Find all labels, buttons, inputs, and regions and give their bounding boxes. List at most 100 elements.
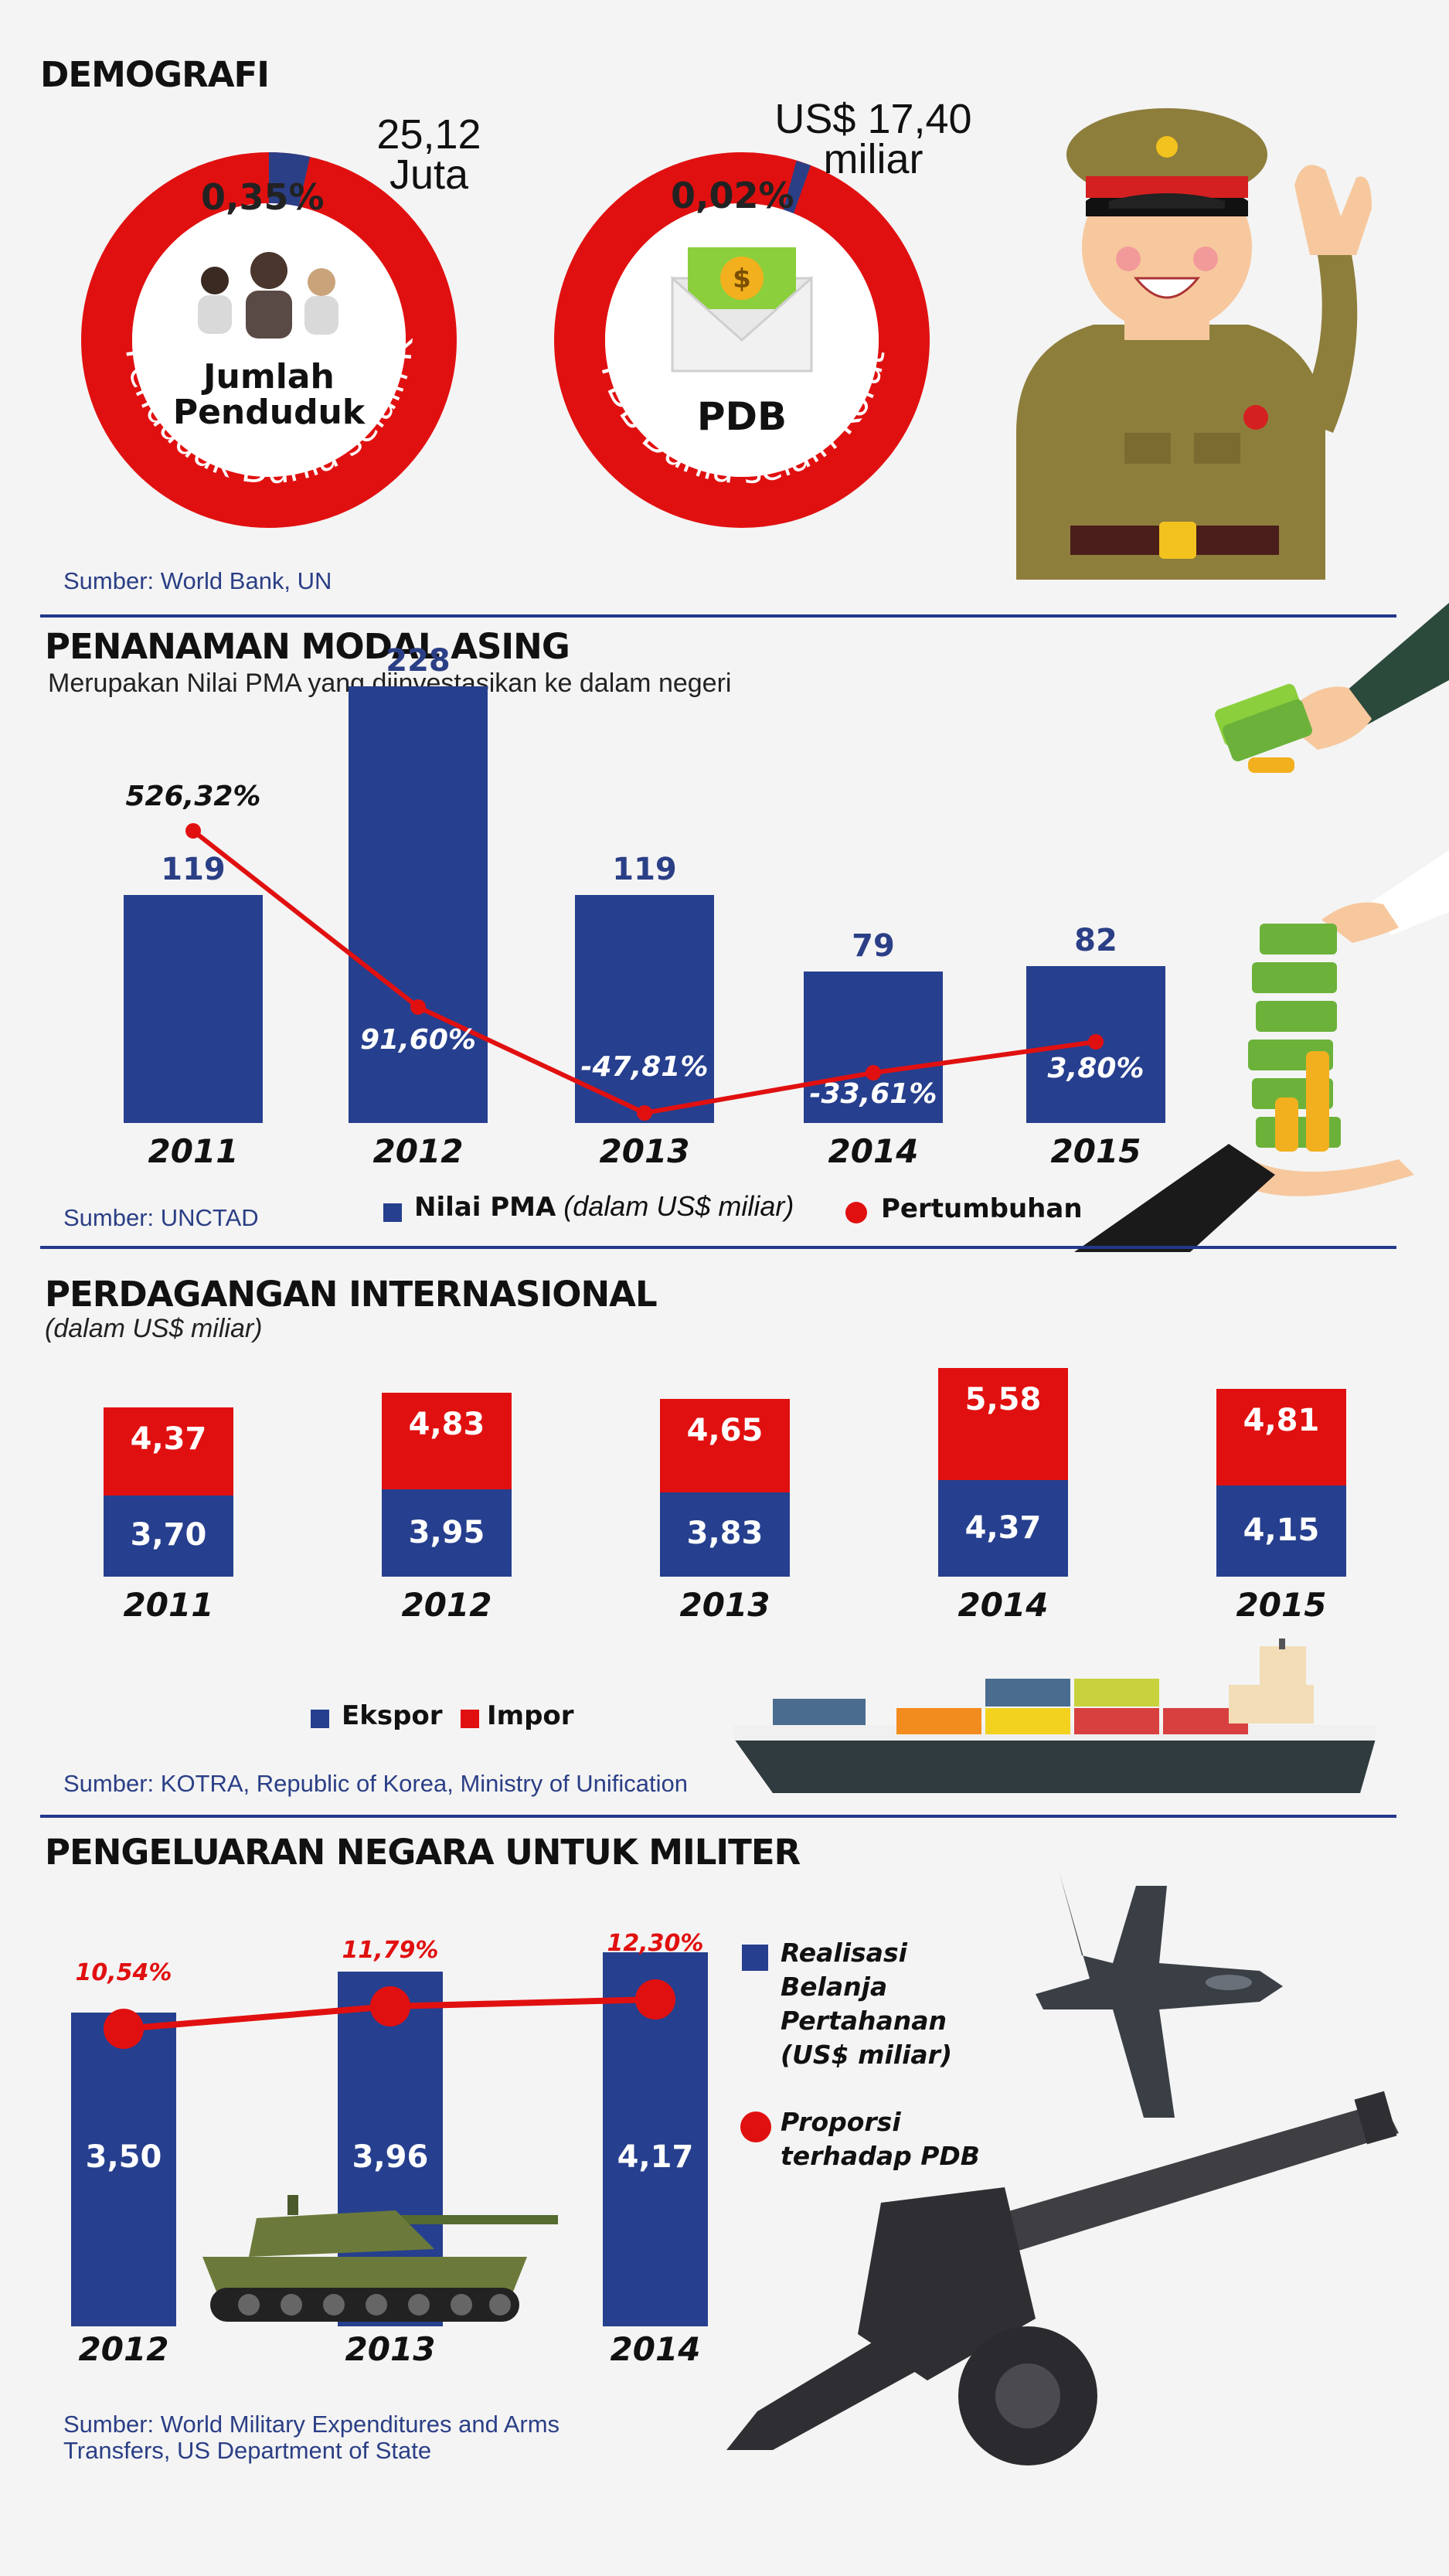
military-proportion-line-svg [104,1979,675,2049]
trade-import-bar [382,1392,512,1490]
pma-bar [575,894,714,1123]
pma-bar-value: 119 [612,851,677,887]
fighter-jet-illustration [1036,1870,1283,2118]
military-proportion-label: 10,54% [75,1959,172,1986]
legend-spending: Realisasi Belanja Pertahanan (US$ miliar… [781,1938,953,2070]
trade-export-bar [382,1489,512,1577]
trade-export-bar [660,1492,790,1577]
military-year-label: 2012 [78,2330,169,2368]
trade-import-value: 4,37 [130,1421,207,1457]
population-value: 25,12 Juta [376,111,481,198]
pdb-center-label: PDB [696,394,787,439]
legend-import: Impor [487,1700,574,1731]
pma-growth-point [866,1065,881,1080]
trade-export-value: 4,37 [964,1509,1042,1546]
money-envelope-icon: $ [671,247,813,373]
legend-swatch-import [461,1710,479,1728]
military-proportion-point [104,2009,144,2049]
pma-year-label: 2011 [148,1132,239,1170]
population-share-pct: 0,35% [201,176,325,218]
military-bar-value: 4,17 [617,2139,694,2175]
tank-illustration [202,2195,558,2322]
trade-import-value: 5,58 [964,1382,1042,1418]
pma-growth-label: 91,60% [360,1024,476,1056]
legend-swatch-spending [742,1945,768,1971]
divider-3 [40,1815,1396,1818]
trade-year-label: 2015 [1236,1586,1327,1624]
pma-bar-value: 119 [161,851,226,887]
trade-export-bar [104,1495,233,1577]
trade-export-value: 3,95 [408,1514,485,1550]
pma-source: Sumber: UNCTAD [63,1204,259,1231]
trade-import-bar [104,1407,233,1496]
military-year-label: 2013 [345,2330,436,2368]
trade-import-value: 4,65 [686,1412,764,1448]
military-bar-value: 3,50 [85,2139,162,2175]
legend-growth: Pertumbuhan [881,1193,1083,1224]
military-bar [71,2013,176,2326]
pma-year-label: 2013 [599,1132,690,1170]
military-year-label: 2014 [610,2330,701,2368]
pma-growth-point [185,823,201,839]
trade-year-label: 2013 [679,1586,770,1624]
pma-growth-point [637,1105,652,1121]
pdb-value: US$ 17,40 miliar [774,96,972,182]
trade-subtitle: (dalam US$ miliar) [45,1314,263,1343]
trade-source: Sumber: KOTRA, Republic of Korea, Minist… [63,1770,689,1797]
pma-growth-label: 3,80% [1047,1053,1145,1084]
people-icon [198,252,338,339]
pma-bar [124,894,263,1123]
legend-swatch-pma [383,1203,402,1222]
money-hand-illustration [1215,603,1449,773]
legend-pma: Nilai PMA (dalam US$ miliar) [414,1190,794,1223]
pma-bar [804,972,943,1123]
pdb-donut: PDB Dunia selain Korut $ [554,152,930,528]
trade-export-value: 4,15 [1243,1512,1320,1548]
howitzer-illustration [726,2091,1399,2465]
pma-growth-point [410,999,426,1015]
pma-year-label: 2012 [372,1132,464,1170]
section-title-military: PENGELUARAN NEGARA UNTUK MILITER [45,1832,801,1873]
trade-chart: 3,70 4,37 2011 3,95 4,83 2012 3,83 4,65 2013 4,37… [104,1368,1346,1624]
legend-export: Ekspor [342,1700,443,1731]
divider-2 [40,1246,1396,1249]
trade-import-bar [938,1368,1068,1481]
section-title-trade: PERDAGANGAN INTERNASIONAL [45,1274,658,1315]
trade-import-value: 4,83 [408,1406,485,1442]
legend-swatch-proportion [740,2112,771,2142]
soldier-illustration [1016,108,1372,580]
trade-year-label: 2011 [123,1586,214,1624]
pma-growth-label: -33,61% [809,1078,937,1110]
military-proportion-point [635,1979,675,2020]
section-title-pma: PENANAMAN MODAL ASING [45,626,570,667]
cargo-ship-illustration [734,1638,1376,1793]
pdb-share-pct: 0,02% [671,175,794,216]
trade-import-bar [1216,1388,1346,1485]
legend-proportion: Proporsi terhadap PDB [781,2107,980,2171]
demografi-source: Sumber: World Bank, UN [63,567,332,594]
population-center-label: Jumlah Penduduk [172,357,366,432]
section-title-demografi: DEMOGRAFI [40,54,270,95]
trade-import-bar [660,1398,790,1492]
military-proportion-label: 12,30% [607,1930,704,1957]
trade-export-value: 3,70 [130,1517,207,1553]
pma-year-label: 2015 [1050,1132,1141,1170]
pma-bar-value: 82 [1074,922,1117,958]
pdb-share-segment [783,161,811,214]
legend-swatch-export [311,1710,329,1728]
trade-import-value: 4,81 [1243,1402,1320,1438]
pma-chart: 119 2011 228 2012 119 2013 79 2014 82 2015 526,32%… [0,0,1449,1252]
trade-export-value: 3,83 [686,1516,764,1552]
military-proportion-point [370,1986,410,2026]
pma-growth-line-svg [185,823,1104,1121]
pma-bar [349,686,488,1123]
trade-export-bar [1216,1485,1346,1577]
divider-1 [40,614,1396,618]
pma-bar-value: 228 [386,642,451,679]
population-share-segment [268,151,311,207]
trade-year-label: 2012 [401,1586,492,1624]
pma-growth-label: 526,32% [125,781,261,812]
pma-year-label: 2014 [828,1132,919,1170]
pma-growth-label: -47,81% [580,1051,709,1083]
military-proportion-label: 11,79% [342,1937,439,1964]
